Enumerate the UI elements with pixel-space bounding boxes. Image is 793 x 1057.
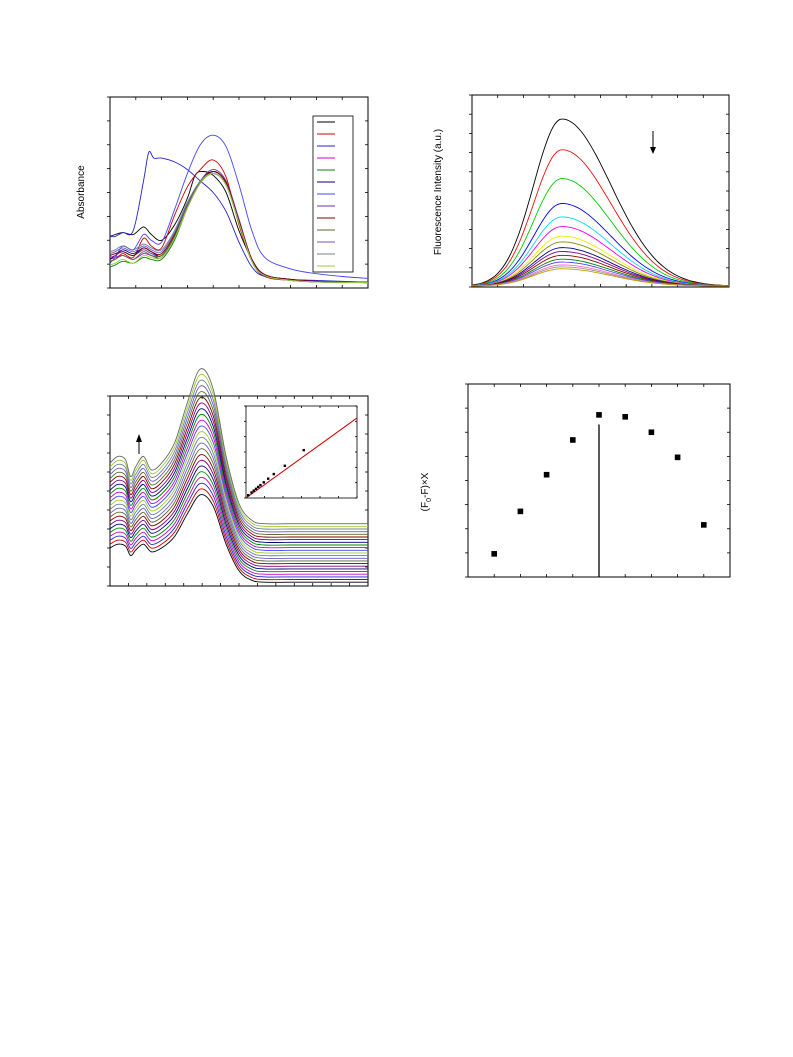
panel-d-ylabel-part-1: (F: [420, 502, 431, 511]
panel-c-series-8: [109, 454, 368, 565]
panel-a-legend-items: [317, 121, 335, 267]
panel-c-series-17: [109, 402, 368, 541]
panel-c-inset-point-5: [257, 485, 260, 489]
panel-d-ticks: [465, 383, 731, 578]
panel-c-series-6: [109, 465, 368, 570]
panel-c-inset-point-3: [252, 489, 255, 492]
panel-c-inset-point-9: [272, 472, 275, 476]
panel-c-inset-frame: [245, 405, 358, 499]
panel-d-point-6: [622, 414, 628, 420]
panel-c-plot-area: [109, 368, 368, 583]
panel-d-point-3: [543, 471, 550, 478]
panel-b-series-3: [471, 178, 730, 287]
panel-c-series-3: [109, 482, 368, 578]
panel-c-series-10: [109, 442, 368, 559]
panel-c-series-16: [109, 408, 368, 543]
panel-d-point-7: [648, 429, 655, 436]
panel-c-series-5: [109, 471, 368, 573]
panel-c-series-23: [109, 368, 368, 525]
panel-b-series-16: [471, 268, 729, 287]
panel-d-ylabel-subscript: 0: [426, 498, 433, 502]
panel-d-plot-area: [491, 412, 707, 577]
panel-c-series-18: [109, 396, 368, 538]
panel-c-series-15: [109, 413, 368, 546]
panel-d-point-2: [517, 508, 524, 515]
panel-c-series-22: [109, 373, 368, 528]
panel-b-ylabel: Fluorescence Intensity (a.u.): [433, 129, 444, 255]
panel-c-series-7: [109, 459, 368, 567]
panel-a-plot-area: [109, 134, 369, 284]
panel-d-point-8: [674, 454, 681, 461]
panel-c-inset-ticks: [244, 405, 358, 499]
panel-b-series-5: [471, 216, 729, 287]
panel-c-series-12: [109, 431, 368, 554]
panel-d-ylabel-part-2: -F)×X: [420, 472, 431, 498]
panel-a-ylabel: Absorbance: [76, 165, 87, 219]
panel-b-series-1: [471, 118, 730, 287]
panel-c-inset-point-6: [259, 483, 262, 487]
panel-c-inset-point-2: [250, 491, 253, 494]
panel-b-series-2: [471, 149, 730, 287]
panel-c-inset-point-11: [302, 448, 305, 452]
panel-c-inset-plot: [245, 417, 358, 499]
panel-c-series-14: [109, 419, 368, 549]
panel-c-series-20: [109, 385, 368, 533]
panel-d-ylabel: (F0-F)×X: [420, 472, 433, 511]
panel-c-series-13: [109, 425, 368, 551]
panel-c-ticks: [107, 395, 369, 587]
panel-a-ticks: [107, 96, 369, 289]
panel-c-inset-point-8: [267, 477, 270, 480]
panel-d-job-plot: (F0-F)×X: [420, 383, 731, 578]
panel-c-absorbance-titration: [107, 368, 369, 587]
panel-b-plot-area: [471, 118, 730, 287]
panel-d-point-4: [570, 437, 576, 443]
panel-c-arrow-up-icon: [136, 434, 142, 454]
panel-b-arrow-down-icon: [650, 131, 656, 154]
panel-c-series-19: [109, 391, 368, 535]
panel-b-fluorescence: Fluorescence Intensity (a.u.): [433, 94, 730, 288]
panel-c-inset-point-1: [247, 494, 250, 497]
panel-d-point-1: [491, 551, 497, 557]
panel-a-series-13: [109, 172, 369, 284]
panel-d-point-9: [701, 522, 707, 528]
panel-c-inset-fit-line: [245, 417, 358, 499]
panel-c-series-11: [109, 436, 368, 557]
panel-a-absorbance: Absorbance: [76, 96, 369, 289]
panel-c-series-21: [109, 379, 368, 530]
panel-c-inset-point-7: [262, 481, 265, 484]
panel-c-series-4: [109, 476, 368, 575]
panel-b-series-4: [471, 203, 730, 287]
panel-c-series-2: [109, 488, 368, 581]
panel-d-point-5: [596, 412, 602, 418]
panel-c-inset-point-4: [254, 487, 258, 490]
panel-c-series-1: [109, 494, 368, 583]
panel-c-series-9: [109, 448, 368, 562]
panel-c-inset-point-10: [283, 464, 287, 467]
